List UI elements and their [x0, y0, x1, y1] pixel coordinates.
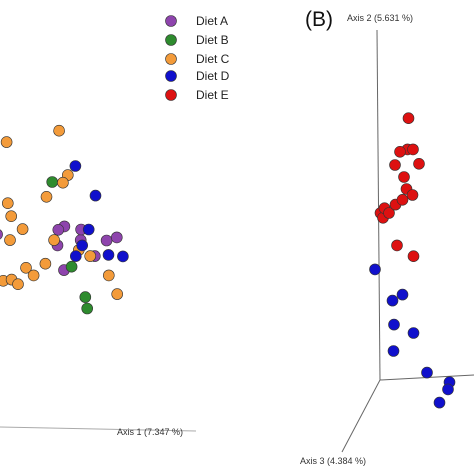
panel-b-point-diet-e	[394, 146, 406, 158]
panel-a-point-diet-c	[111, 288, 123, 300]
panel-b-point-diet-d	[407, 327, 420, 339]
legend-label-diet-b: Diet B	[196, 33, 229, 47]
panel-a-point-diet-c	[5, 210, 17, 222]
panel-b-label: (B)	[305, 8, 333, 31]
panel-b-point-diet-d	[433, 396, 446, 409]
panel-b-point-diet-e	[413, 158, 425, 170]
panel-b-point-diet-e	[389, 159, 401, 171]
panel-b-point-diet-e	[391, 239, 403, 252]
legend-marker-diet-d	[165, 70, 177, 82]
legend-item-diet-d: Diet D	[165, 69, 230, 83]
legend-label-diet-c: Diet C	[196, 52, 230, 66]
panel-b-point-diet-d	[442, 383, 454, 396]
panel-b-y-axis-label: Axis 2 (5.631 %)	[347, 13, 413, 23]
panel-a-point-diet-d	[82, 223, 95, 236]
panel-b-point-diet-e	[396, 194, 409, 206]
panel-a-point-diet-c	[103, 269, 115, 282]
panel-a-axes: Axis 1 (7.347 %)	[0, 426, 197, 437]
panel-b-point-diet-e	[398, 171, 410, 183]
panel-b-point-diet-e	[407, 143, 419, 156]
panel-b-z-axis-line	[341, 379, 381, 453]
panel-a-point-diet-c	[27, 269, 40, 282]
panel-a-point-diet-c	[12, 278, 24, 291]
panel-a-point-diet-c	[40, 191, 53, 203]
legend-label-diet-e: Diet E	[196, 88, 229, 102]
panel-b-point-diet-e	[407, 250, 420, 263]
legend-marker-diet-e	[165, 89, 177, 101]
panel-a-x-axis-line	[0, 426, 197, 432]
panel-b-point-diet-d	[396, 288, 409, 301]
panel-a-point-diet-c	[48, 234, 60, 246]
panel-a-point-diet-c	[2, 197, 14, 209]
panel-b-point-diet-d	[386, 294, 399, 307]
panel-b-point-diet-d	[369, 263, 381, 276]
panel-a-point-diet-d	[69, 160, 82, 172]
panel-b-point-diet-d	[387, 345, 400, 357]
panel-a-point-diet-d	[70, 250, 82, 262]
panel-a-points	[0, 124, 129, 315]
panel-a-point-diet-b	[65, 260, 78, 273]
legend-label-diet-a: Diet A	[196, 14, 228, 28]
panel-b-y-axis-line	[376, 29, 381, 381]
panel-a-point-diet-b	[46, 176, 59, 188]
panel-a-point-diet-a	[0, 229, 3, 240]
panel-a-point-diet-a	[52, 224, 65, 236]
panel-a-point-diet-a	[100, 234, 113, 247]
legend-item-diet-a: Diet A	[165, 14, 228, 28]
panel-b-point-diet-e	[402, 112, 415, 124]
panel-a-point-diet-c	[53, 124, 65, 137]
panel-a-point-diet-c	[57, 176, 69, 189]
panel-a-point-diet-c	[4, 234, 16, 246]
panel-a-point-diet-b	[81, 302, 93, 315]
legend-item-diet-c: Diet C	[165, 52, 230, 66]
panel-b-point-diet-e	[406, 189, 419, 201]
panel-a-point-diet-b	[79, 291, 92, 303]
panel-a-point-diet-a	[111, 231, 123, 244]
legend-item-diet-b: Diet B	[165, 33, 229, 47]
panel-b-point-diet-d	[421, 366, 433, 379]
panel-b-axes: (B) Axis 2 (5.631 %) Axis 3 (4.384 %)	[300, 8, 474, 466]
panel-a-point-diet-c	[0, 136, 13, 148]
legend-label-diet-d: Diet D	[196, 69, 230, 83]
panel-a-point-diet-c	[16, 223, 29, 235]
panel-b-point-diet-d	[388, 318, 400, 331]
panel-a-point-diet-d	[89, 189, 102, 202]
legend-item-diet-e: Diet E	[165, 88, 229, 102]
panel-a-point-diet-d	[117, 250, 129, 263]
panel-a-point-diet-d	[102, 249, 115, 261]
panel-b-point-diet-e	[383, 207, 395, 219]
legend-marker-diet-c	[165, 53, 177, 65]
legend-marker-diet-a	[165, 15, 177, 27]
panel-a-x-axis-label: Axis 1 (7.347 %)	[117, 427, 183, 437]
legend: Diet A Diet B Diet C Diet D Diet E	[165, 14, 230, 102]
panel-a-point-diet-c	[20, 261, 32, 274]
panel-a-point-diet-c	[39, 257, 52, 270]
panel-a-point-diet-c	[84, 250, 96, 262]
legend-marker-diet-b	[165, 34, 177, 46]
panel-a-point-diet-d	[76, 239, 88, 252]
panel-b-z-axis-label: Axis 3 (4.384 %)	[300, 456, 366, 466]
panel-b-points	[369, 112, 456, 409]
